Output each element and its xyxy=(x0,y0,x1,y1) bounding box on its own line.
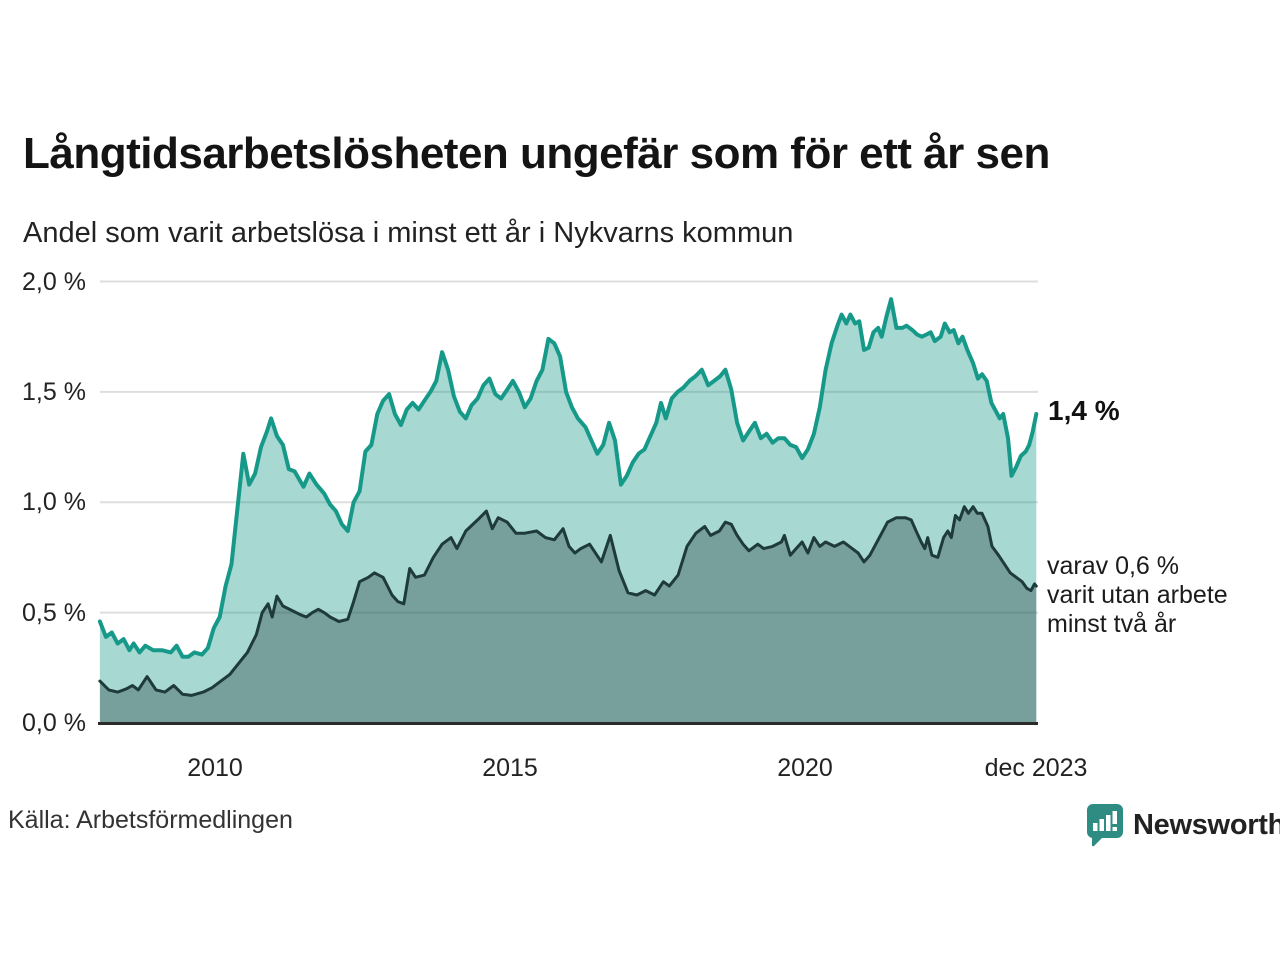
y-axis-tick-label: 2,0 % xyxy=(22,268,86,296)
x-axis-tick-label: 2015 xyxy=(482,754,538,782)
source-attribution: Källa: Arbetsförmedlingen xyxy=(8,806,293,834)
x-axis-tick-label: 2010 xyxy=(187,754,243,782)
annotation-line: varit utan arbete xyxy=(1047,581,1228,609)
unemployed-two-years-line xyxy=(98,505,1038,697)
latest-value-label: 1,4 % xyxy=(1048,395,1120,426)
chart-title: Långtidsarbetslösheten ungefär som för e… xyxy=(23,129,1050,178)
unemployed-one-year-line xyxy=(97,297,1039,659)
two-year-annotation: varav 0,6 % varit utan arbete minst två … xyxy=(1047,552,1228,639)
annotation-line: varav 0,6 % xyxy=(1047,552,1180,580)
y-axis-tick-label: 1,0 % xyxy=(22,488,86,516)
x-axis-tick-label: dec 2023 xyxy=(984,754,1088,782)
y-axis-tick-label: 0,5 % xyxy=(22,599,86,627)
annotation-line: minst två år xyxy=(1047,610,1177,638)
x-axis-tick-label: 2020 xyxy=(777,754,833,782)
newsworthy-logo-icon xyxy=(1087,804,1123,847)
y-axis-tick-label: 1,5 % xyxy=(22,378,86,406)
unemployed-two-years-area xyxy=(99,506,1037,724)
newsworthy-logo: Newsworthy xyxy=(1086,803,1280,847)
y-axis-tick-label: 0,0 % xyxy=(22,709,86,737)
newsworthy-wordmark: Newsworthy xyxy=(1133,808,1280,841)
chart-subtitle: Andel som varit arbetslösa i minst ett å… xyxy=(23,217,794,249)
